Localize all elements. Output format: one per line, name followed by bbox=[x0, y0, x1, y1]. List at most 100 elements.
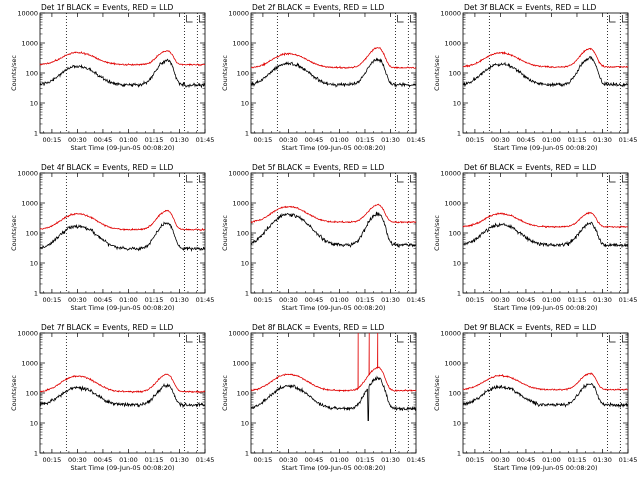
x-tick-label: 00:45 bbox=[305, 136, 324, 144]
plot-frame bbox=[462, 12, 629, 134]
x-tick-label: 01:30 bbox=[593, 136, 612, 144]
y-tick-label: 1 bbox=[34, 129, 38, 137]
x-tick-label: 00:30 bbox=[68, 136, 87, 144]
marker-flag-glyph bbox=[409, 175, 417, 183]
x-tick-label: 00:30 bbox=[491, 136, 510, 144]
x-tick-label: 01:30 bbox=[593, 296, 612, 304]
marker-flag-glyph bbox=[609, 335, 616, 343]
y-tick-label: 1 bbox=[457, 289, 461, 297]
y-tick-label: 10 bbox=[30, 419, 38, 427]
plot-frame bbox=[250, 12, 417, 134]
x-tick-label: 01:15 bbox=[568, 136, 587, 144]
x-tick-label: 00:15 bbox=[43, 456, 62, 464]
marker-flag-glyph bbox=[621, 335, 629, 343]
series-line-lld bbox=[250, 47, 417, 70]
series-line-events bbox=[250, 211, 417, 249]
x-tick-label: 01:45 bbox=[196, 136, 215, 144]
y-tick-label: 100 bbox=[449, 69, 461, 77]
x-tick-label: 01:00 bbox=[330, 456, 349, 464]
series-line-events bbox=[462, 221, 629, 249]
x-tick-label: 00:15 bbox=[43, 136, 62, 144]
y-tick-label: 10000 bbox=[440, 169, 461, 177]
panel-det-8: Det 8f BLACK = Events, RED = LLD 1 10 100 10… bbox=[221, 323, 425, 472]
panel-det-7: Det 7f BLACK = Events, RED = LLD 1 10 100 10… bbox=[10, 323, 214, 472]
y-tick-label: 1000 bbox=[21, 199, 38, 207]
panel-det-6: Det 6f BLACK = Events, RED = LLD 1 10 100 10… bbox=[433, 163, 637, 312]
y-tick-label: 1000 bbox=[444, 39, 461, 47]
panel-det-4: Det 4f BLACK = Events, RED = LLD 1 10 100 10… bbox=[10, 163, 214, 312]
x-tick-label: 01:45 bbox=[196, 296, 215, 304]
marker-flag-glyph bbox=[397, 175, 404, 183]
x-tick-label: 01:45 bbox=[196, 456, 215, 464]
series-line-lld bbox=[462, 211, 629, 229]
y-tick-label: 1 bbox=[34, 449, 38, 457]
marker-flag-glyph bbox=[186, 335, 193, 343]
panel-title: Det 3f BLACK = Events, RED = LLD bbox=[464, 3, 597, 12]
series-line-lld bbox=[250, 203, 417, 224]
marker-flag-glyph bbox=[409, 15, 417, 23]
plot-frame bbox=[462, 172, 629, 294]
panel-det-5: Det 5f BLACK = Events, RED = LLD 1 10 100 10… bbox=[221, 163, 425, 312]
y-tick-label: 1 bbox=[245, 289, 249, 297]
plot-frame bbox=[39, 332, 206, 454]
panel-title: Det 4f BLACK = Events, RED = LLD bbox=[41, 163, 174, 172]
series-line-lld bbox=[39, 209, 206, 232]
y-tick-label: 10 bbox=[241, 419, 249, 427]
x-tick-label: 00:30 bbox=[68, 296, 87, 304]
y-tick-label: 100 bbox=[26, 69, 38, 77]
panel-title: Det 8f BLACK = Events, RED = LLD bbox=[252, 323, 385, 332]
marker-flag-glyph bbox=[609, 175, 616, 183]
panel-title: Det 1f BLACK = Events, RED = LLD bbox=[41, 3, 174, 12]
y-tick-label: 10000 bbox=[17, 329, 38, 337]
x-tick-label: 01:00 bbox=[119, 456, 138, 464]
y-tick-label: 1 bbox=[245, 129, 249, 137]
x-tick-label: 01:15 bbox=[568, 296, 587, 304]
x-tick-label: 00:15 bbox=[43, 296, 62, 304]
panel-det-9: Det 9f BLACK = Events, RED = LLD 1 10 100 10… bbox=[433, 323, 637, 472]
y-tick-label: 10 bbox=[241, 99, 249, 107]
y-tick-label: 1000 bbox=[21, 359, 38, 367]
x-tick-label: 01:45 bbox=[619, 136, 638, 144]
x-tick-label: 00:45 bbox=[517, 296, 536, 304]
x-tick-label: 01:45 bbox=[407, 296, 426, 304]
marker-flag-glyph bbox=[621, 15, 629, 23]
y-axis-label: Counts/sec bbox=[10, 215, 18, 251]
y-tick-label: 1000 bbox=[444, 359, 461, 367]
x-tick-label: 00:45 bbox=[305, 456, 324, 464]
y-tick-label: 10000 bbox=[228, 329, 249, 337]
x-tick-label: 00:30 bbox=[279, 296, 298, 304]
y-tick-label: 10000 bbox=[17, 9, 38, 17]
x-tick-label: 01:30 bbox=[381, 456, 400, 464]
series-line-lld bbox=[462, 372, 628, 391]
y-tick-label: 100 bbox=[237, 229, 249, 237]
y-tick-label: 10 bbox=[30, 99, 38, 107]
x-tick-label: 01:30 bbox=[593, 456, 612, 464]
series-line-lld bbox=[462, 47, 629, 69]
x-tick-label: 00:45 bbox=[94, 296, 113, 304]
y-tick-label: 100 bbox=[237, 69, 249, 77]
x-tick-label: 01:15 bbox=[568, 456, 587, 464]
y-axis-label: Counts/sec bbox=[433, 55, 441, 91]
x-tick-label: 00:45 bbox=[94, 136, 113, 144]
panel-det-2: Det 2f BLACK = Events, RED = LLD 1 10 100 10… bbox=[221, 3, 425, 152]
x-tick-label: 00:15 bbox=[466, 136, 485, 144]
series-line-lld bbox=[39, 373, 206, 394]
x-axis-label: Start Time (09-Jun-05 00:08:20) bbox=[71, 304, 175, 312]
x-axis-label: Start Time (09-Jun-05 00:08:20) bbox=[282, 464, 386, 472]
y-tick-label: 1 bbox=[457, 449, 461, 457]
y-tick-label: 1000 bbox=[21, 39, 38, 47]
x-axis-label: Start Time (09-Jun-05 00:08:20) bbox=[494, 304, 598, 312]
y-tick-label: 1000 bbox=[232, 39, 249, 47]
panel-det-1: Det 1f BLACK = Events, RED = LLD 1 10 100 10… bbox=[10, 3, 214, 152]
series-line-events bbox=[462, 382, 629, 409]
x-tick-label: 01:30 bbox=[170, 136, 189, 144]
series-line-lld bbox=[39, 50, 206, 67]
x-axis-label: Start Time (09-Jun-05 00:08:20) bbox=[71, 144, 175, 152]
y-tick-label: 1000 bbox=[232, 359, 249, 367]
y-axis-label: Counts/sec bbox=[221, 375, 229, 411]
x-tick-label: 01:00 bbox=[542, 296, 561, 304]
y-tick-label: 100 bbox=[26, 229, 38, 237]
y-axis-label: Counts/sec bbox=[221, 215, 229, 251]
series-line-events bbox=[462, 55, 629, 88]
